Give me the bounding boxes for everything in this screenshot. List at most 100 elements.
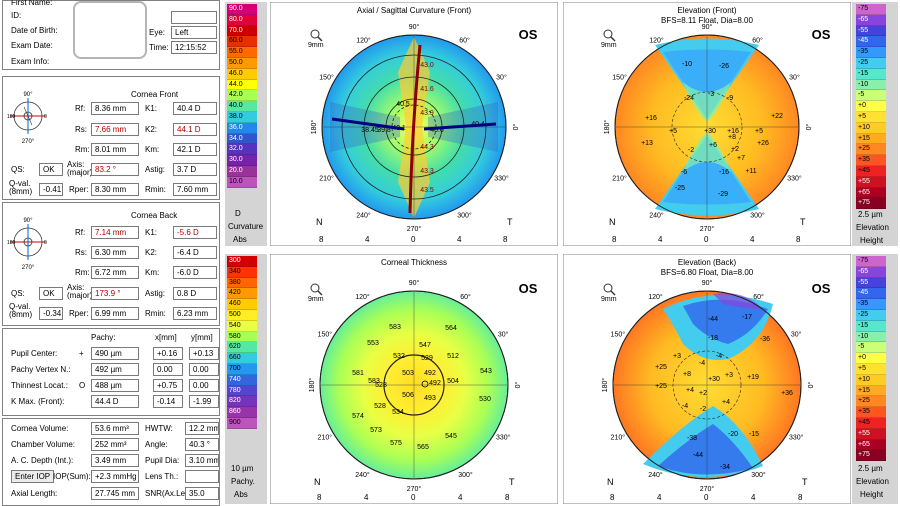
exam-info-label: Exam Info:	[11, 57, 50, 66]
front-k2: 44.1 D	[173, 123, 217, 136]
map-value: -2	[688, 147, 694, 154]
elev-front-scale[interactable]: -75 -65 -55 -45 -35 -25 -15 -10 -5 +0 +5 +10 +15 +25 +…	[856, 4, 886, 210]
map-value: +4	[686, 387, 694, 394]
map-value: -16	[719, 169, 729, 176]
elev-front-mode: Height	[860, 236, 884, 245]
front-rmin: 7.60 mm	[173, 183, 217, 196]
elev-back-scale-panel: -75 -65 -55 -45 -35 -25 -15 -10 -5 +0 +5 +10 +15 +25 +…	[852, 254, 898, 504]
scale-cell: -35	[856, 47, 886, 58]
acdepth: 3.49 mm	[91, 454, 139, 467]
back-rmin: 6.23 mm	[173, 307, 217, 320]
zoom-icon[interactable]	[603, 283, 616, 296]
scale-cell: +55	[856, 176, 886, 188]
back-qval: -0.34	[39, 307, 63, 320]
map-value: +2	[699, 390, 707, 397]
pachy-row-x: +0.75	[153, 379, 183, 392]
scale-cell: +5	[856, 111, 886, 123]
pachy-scale-label: Pachy.	[231, 477, 255, 486]
tick-label: 4	[458, 493, 463, 502]
map-value: 512	[447, 353, 459, 360]
map-value: -15	[749, 431, 759, 438]
map-value: 43.3	[420, 168, 434, 175]
front-rm-label: Rm:	[75, 145, 90, 154]
hwtw-label: HWTW:	[145, 424, 173, 433]
steep-meridian	[408, 44, 422, 214]
map-title: Elevation (Front)	[677, 6, 736, 15]
scale-cell: +45	[856, 165, 886, 177]
back-dial-top: 90°	[23, 218, 33, 224]
eye-label: OS	[519, 281, 538, 296]
curvature-scale[interactable]: 90.0 80.0 70.0 60.0 55.0 50.0 46.0 44.0 42.0 40.0…	[227, 4, 257, 188]
size-label: 9mm	[601, 42, 617, 49]
lens-th-label: Lens Th.:	[145, 472, 179, 481]
elevation-back-map[interactable]: Elevation (Back)BFS=6.80 Float, Dia=8.00…	[563, 254, 851, 504]
map-value: 492	[424, 370, 436, 377]
scale-cell: -75	[856, 4, 886, 15]
map-value: -34	[720, 464, 730, 471]
back-rm: 6.72 mm	[91, 266, 139, 279]
pachy-row-y: -1.99	[189, 395, 219, 408]
scale-cell: 60.0	[227, 36, 257, 48]
zoom-icon[interactable]	[310, 29, 323, 42]
scale-cell: +35	[856, 155, 886, 166]
back-qs-label: QS:	[11, 289, 25, 298]
scale-cell: 820	[227, 396, 257, 408]
scale-cell: 500	[227, 309, 257, 321]
axial-curvature-map[interactable]: Axial / Sagittal Curvature (Front) OS 9mm 9…	[270, 2, 558, 246]
degree-label: 60°	[459, 37, 470, 45]
degree-label: 210°	[319, 175, 334, 183]
elev-back-scale[interactable]: -75 -65 -55 -45 -35 -25 -15 -10 -5 +0 +5 +10 +15 +25 +…	[856, 256, 886, 462]
back-rs: 6.30 mm	[91, 246, 139, 259]
tick-label: 8	[505, 493, 510, 502]
tick-label: 4	[751, 493, 756, 502]
axial-length-label: Axial Length:	[11, 489, 58, 498]
pachy-row-symbol: +	[79, 349, 84, 358]
scale-cell: +0	[856, 353, 886, 364]
snr-label: SNR(Ax.Le	[145, 489, 186, 498]
map-value: 40.5	[396, 101, 410, 108]
map-value: +16	[727, 128, 739, 135]
map-value: -4	[699, 360, 705, 367]
map-value: 43.5	[420, 187, 434, 194]
back-km-label: Km:	[145, 268, 160, 277]
degree-label: 60°	[460, 293, 471, 301]
degree-label: 120°	[356, 37, 371, 45]
scale-cell: 340	[227, 266, 257, 278]
pachy-row-x: 0.00	[153, 363, 183, 376]
front-rper-label: Rper:	[69, 185, 89, 194]
degree-label: 60°	[752, 37, 763, 45]
scale-cell: 380	[227, 277, 257, 289]
front-dial-right: 0	[44, 114, 47, 120]
corneal-thickness-map[interactable]: Corneal Thickness OS 9mm 90° 120° 60° 150° 30° 1…	[270, 254, 558, 504]
scale-cell: -10	[856, 79, 886, 91]
elev-back-unit: 2.5 µm	[858, 464, 883, 473]
map-value: 38.45	[361, 127, 379, 134]
zoom-icon[interactable]	[310, 283, 323, 296]
map-value: 39.8	[377, 127, 391, 134]
degree-label: 0°	[514, 381, 522, 388]
enter-iop-button[interactable]: Enter IOP	[11, 470, 55, 483]
scale-cell: -45	[856, 288, 886, 300]
map-value: -44	[693, 452, 703, 459]
back-rper-label: Rper:	[69, 309, 89, 318]
scale-cell: +75	[856, 450, 886, 462]
zoom-icon[interactable]	[603, 29, 616, 42]
map-value: 493	[424, 395, 436, 402]
elevation-front-map[interactable]: Elevation (Front)BFS=8.11 Float, Dia=8.0…	[563, 2, 851, 246]
pachy-row-label: Thinnest Locat.:	[11, 381, 68, 390]
scale-cell: 460	[227, 299, 257, 310]
tick-label: 8	[319, 235, 324, 244]
lens-th	[185, 470, 219, 483]
front-axis-label: Axis: (major)	[67, 160, 93, 177]
snr: 35.0	[185, 487, 219, 500]
pachy-scale[interactable]: 300 340 380 420 460 500 540 580 620 660 700 740 780 8…	[227, 256, 257, 429]
degree-label: 330°	[494, 175, 509, 183]
degree-label: 120°	[648, 293, 663, 301]
scale-cell: 40.0	[227, 101, 257, 112]
back-axis-label: Axis: (major)	[67, 283, 93, 300]
time-value: 12:15:52	[171, 41, 217, 54]
tick-label: 4	[657, 493, 662, 502]
scale-cell: 660	[227, 353, 257, 364]
scale-cell: -45	[856, 36, 886, 48]
tick-label: 4	[658, 235, 663, 244]
